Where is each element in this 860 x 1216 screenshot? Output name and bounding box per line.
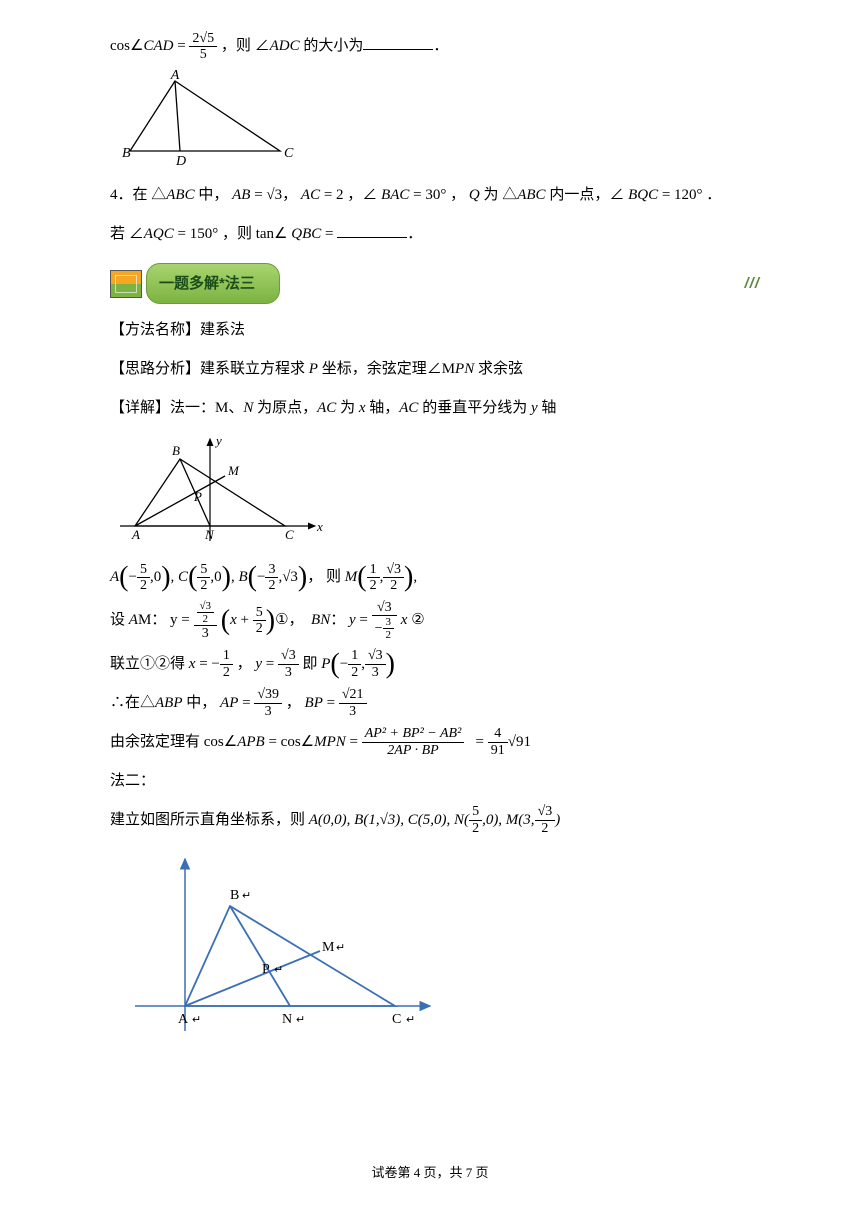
cosine-law-line: 由余弦定理有 cos∠APB = cos∠MPN = AP² + BP² − A…	[110, 726, 760, 759]
analysis-line: 【思路分析】建系联立方程求 P 坐标，余弦定理∠MPN 求余弦	[110, 353, 760, 386]
banner-title: 一题多解*法三	[146, 263, 280, 304]
banner-decoration: ///	[744, 267, 760, 300]
svg-text:C: C	[392, 1012, 401, 1027]
method-name-line: 【方法名称】建系法	[110, 314, 760, 347]
svg-text:A: A	[131, 527, 140, 542]
svg-text:↵: ↵	[296, 1014, 305, 1026]
svg-text:B: B	[230, 888, 239, 903]
detail-line-1: 【详解】法一：M、N 为原点，AC 为 x 轴，AC 的垂直平分线为 y 轴	[110, 392, 760, 425]
svg-text:A: A	[178, 1012, 189, 1027]
heading-method: 【方法名称】	[110, 322, 200, 338]
section-banner: 一题多解*法三 ///	[110, 263, 760, 304]
top-expression: cos∠CAD = 2√5 5 ，则 ∠ADC 的大小为．	[110, 30, 760, 63]
svg-text:M: M	[322, 940, 335, 955]
svg-text:↵: ↵	[242, 890, 251, 902]
svg-text:B: B	[172, 443, 180, 458]
solve-line: 联立①②得 x = −12 ， y = √33 即 P(−12,√33)	[110, 648, 760, 681]
abp-line: ∴在△ABP 中， AP = √393 ， BP = √213	[110, 687, 760, 720]
answer-blank-1	[363, 35, 433, 50]
answer-blank-2	[337, 223, 407, 238]
svg-text:N: N	[204, 527, 215, 542]
top-fraction: 2√5 5	[189, 31, 217, 63]
svg-text:M: M	[227, 463, 240, 478]
question-4-line2: 若 ∠AQC = 150° ，则 tan∠ QBC = ．	[110, 218, 760, 251]
svg-text:B: B	[122, 146, 131, 161]
cos-prefix: cos∠	[110, 38, 143, 54]
period1: ．	[433, 38, 448, 54]
page-footer: 试卷第 4 页，共 7 页	[0, 1159, 860, 1188]
svg-text:x: x	[316, 519, 323, 534]
svg-text:↵: ↵	[192, 1014, 201, 1026]
top-suffix1: ，则 ∠	[221, 38, 270, 54]
cad-var: CAD	[143, 38, 173, 54]
adc-var: ADC	[270, 38, 300, 54]
svg-text:↵: ↵	[406, 1014, 415, 1026]
heading-analysis: 【思路分析】	[110, 361, 200, 377]
figure-coord-system-1: A B C M N P x y	[110, 431, 760, 551]
line-equations: 设 AM： y = √32 3 (xx + + 52)①， BN： y = √3…	[110, 600, 760, 642]
method-2-coords: 建立如图所示直角坐标系，则 A(0,0), B(1,√3), C(5,0), N…	[110, 804, 760, 837]
heading-detail: 【详解】	[110, 400, 170, 416]
method-name: 建系法	[200, 322, 245, 338]
svg-text:P: P	[262, 962, 270, 977]
coords-line: A(−52,0), C(52,0), B(−32,√3)， 则 M(12,√32…	[110, 561, 760, 594]
question-4-line1: 4．在 △ABC 中， AB = √3， AC = 2 ，∠ BAC = 30°…	[110, 179, 760, 212]
svg-text:↵: ↵	[336, 942, 345, 954]
svg-text:C: C	[284, 146, 294, 161]
figure-triangle-abd: A B C D	[110, 69, 760, 169]
svg-text:N: N	[282, 1012, 292, 1027]
book-icon	[110, 270, 142, 298]
figure-coord-system-2: A↵ B↵ C↵ M↵ N↵ P↵	[130, 851, 760, 1041]
svg-text:P: P	[193, 489, 202, 504]
top-suffix2: 的大小为	[300, 38, 364, 54]
svg-text:C: C	[285, 527, 294, 542]
svg-text:↵: ↵	[274, 964, 283, 976]
method-2-title: 法二：	[110, 765, 760, 798]
svg-text:y: y	[214, 433, 222, 448]
svg-text:D: D	[175, 154, 186, 169]
svg-text:A: A	[170, 69, 180, 83]
